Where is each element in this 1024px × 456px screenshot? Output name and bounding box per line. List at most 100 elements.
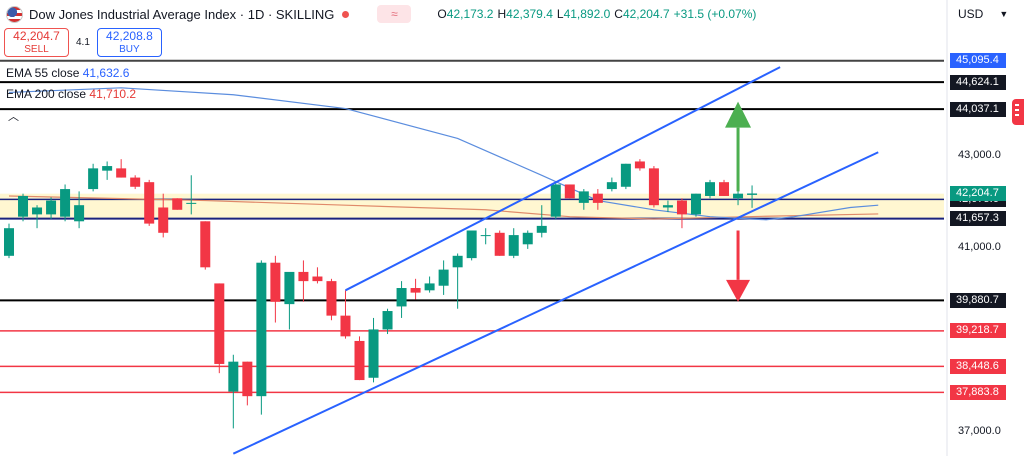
candle-body xyxy=(200,221,211,268)
ohlc-key: O xyxy=(437,7,447,21)
ohlc-item: C42,204.7 xyxy=(614,7,669,21)
market-status-dot xyxy=(342,10,350,18)
candle-body xyxy=(102,166,113,171)
candle-body xyxy=(228,361,239,392)
channel-lower-line xyxy=(232,151,879,455)
spread-value: 4.1 xyxy=(76,37,90,48)
candle-body xyxy=(256,262,267,397)
candle-body xyxy=(634,161,645,169)
ohlc-item: +31.5 (+0.07%) xyxy=(674,7,757,21)
candle-body xyxy=(172,198,183,210)
sell-label: SELL xyxy=(24,44,49,55)
support-zone xyxy=(0,193,944,219)
ohlc-key: L xyxy=(556,7,564,21)
candle-body xyxy=(494,232,505,256)
candle-body xyxy=(158,207,169,233)
level-price-tag: 39,880.7 xyxy=(950,292,1006,308)
symbol-title[interactable]: Dow Jones Industrial Average Index · 1D … xyxy=(29,6,335,22)
chevron-down-icon: ▼ xyxy=(999,9,1009,19)
ohlc-value: 42,204.7 xyxy=(622,7,670,21)
candle-body xyxy=(116,168,127,178)
candle-body xyxy=(424,283,435,291)
ohlc-value: 41,892.0 xyxy=(563,7,611,21)
currency-selector[interactable]: USD ▼ xyxy=(950,4,1010,24)
candle-body xyxy=(46,200,57,215)
level-price-tag: 44,037.1 xyxy=(950,101,1006,117)
candle-body xyxy=(242,361,253,397)
ohlc-value: 42,173.2 xyxy=(446,7,494,21)
price-tick-label: 37,000.0 xyxy=(958,425,1001,438)
level-price-tag: 38,448.6 xyxy=(950,358,1006,374)
candle-body xyxy=(410,288,421,293)
buy-label: BUY xyxy=(119,44,140,55)
buy-price: 42,208.8 xyxy=(106,29,153,43)
buy-button[interactable]: 42,208.8 BUY xyxy=(96,28,162,57)
candle-body xyxy=(60,189,71,217)
up-arrow-head xyxy=(725,101,752,128)
trade-buttons: 42,204.7 SELL 4.1 42,208.8 BUY xyxy=(4,28,162,57)
current-price-tag: 42,204.7 xyxy=(950,185,1006,201)
sell-price: 42,204.7 xyxy=(13,29,60,43)
ema200-legend[interactable]: EMA 200 close 41,710.2 xyxy=(6,87,136,101)
chart-header: Dow Jones Industrial Average Index · 1D … xyxy=(0,0,944,28)
candle-body xyxy=(88,168,99,190)
candle-body xyxy=(606,182,617,190)
sell-button[interactable]: 42,204.7 SELL xyxy=(4,28,69,57)
candle-body xyxy=(326,281,337,316)
ohlc-key: H xyxy=(497,7,507,21)
side-panel-toggle-icon[interactable] xyxy=(1012,99,1024,125)
candle-body xyxy=(382,311,393,330)
candle-body xyxy=(690,193,701,215)
candle-body xyxy=(368,329,379,378)
ohlc-value: +31.5 (+0.07%) xyxy=(673,7,757,21)
level-price-tag: 41,657.3 xyxy=(950,211,1006,227)
candle-body xyxy=(733,193,744,199)
ohlc-values: O42,173.2 H42,379.4 L41,892.0 C42,204.7 +31.… xyxy=(437,7,756,21)
candle-body xyxy=(480,235,491,237)
ema200-line xyxy=(8,195,879,220)
candle-body xyxy=(74,205,85,222)
candle-body xyxy=(452,255,463,268)
level-price-tag: 37,883.8 xyxy=(950,384,1006,400)
candle-body xyxy=(564,184,575,199)
down-arrow-head xyxy=(726,279,751,302)
candle-body xyxy=(719,182,730,196)
candle-body xyxy=(396,288,407,307)
candle-body xyxy=(676,200,687,215)
candle-body xyxy=(284,271,295,305)
candle-body xyxy=(298,271,309,282)
candle-body xyxy=(214,283,225,364)
candle-body xyxy=(592,193,603,203)
ohlc-value: 42,379.4 xyxy=(506,7,553,21)
ema200-value: 41,710.2 xyxy=(89,87,137,101)
candle-body xyxy=(4,228,14,256)
candle-body xyxy=(550,184,561,217)
ohlc-item: L41,892.0 xyxy=(557,7,610,21)
collapse-legend-icon[interactable]: ︿ xyxy=(8,111,19,123)
candle-body xyxy=(144,182,155,224)
candle-body xyxy=(466,230,477,259)
ema55-legend[interactable]: EMA 55 close 41,632.6 xyxy=(6,66,129,80)
currency-label: USD xyxy=(958,7,984,21)
candle-body xyxy=(747,193,758,195)
candle-body xyxy=(620,163,631,187)
ema55-value: 41,632.6 xyxy=(82,66,130,80)
chart-toggle-button[interactable]: ≈ xyxy=(377,5,412,23)
ema200-label: EMA 200 close xyxy=(6,87,87,101)
candle-body xyxy=(508,235,519,256)
candle-body xyxy=(18,195,29,217)
candle-body xyxy=(536,225,547,233)
current-price-tag: 45,095.4 xyxy=(950,52,1006,68)
ema55-label: EMA 55 close xyxy=(6,66,80,80)
us-flag-icon xyxy=(6,5,23,23)
candle-body xyxy=(522,232,533,245)
candle-body xyxy=(186,202,197,204)
candle-body xyxy=(340,315,351,337)
candle-body xyxy=(662,205,673,208)
candle-body xyxy=(312,276,323,282)
candle-body xyxy=(354,340,365,381)
price-tick-label: 43,000.0 xyxy=(958,149,1001,162)
candle-body xyxy=(438,269,449,286)
candle-body xyxy=(270,262,281,302)
